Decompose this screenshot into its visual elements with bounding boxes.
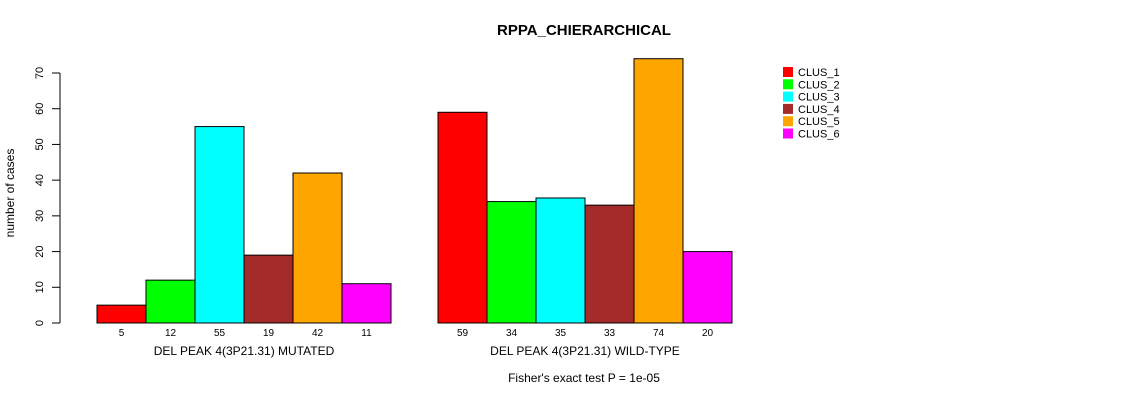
y-axis-ticks: 0 10 20 30 40 50 60 70 bbox=[34, 67, 60, 326]
group-label: DEL PEAK 4(3P21.31) MUTATED bbox=[154, 344, 335, 358]
y-tick-label: 70 bbox=[34, 67, 46, 79]
group-label: DEL PEAK 4(3P21.31) WILD-TYPE bbox=[490, 344, 680, 358]
y-tick-label: 20 bbox=[34, 245, 46, 257]
bar-value-label: 33 bbox=[604, 328, 616, 339]
bar-value-label: 59 bbox=[457, 328, 469, 339]
legend-label: CLUS_2 bbox=[798, 79, 840, 91]
legend-label: CLUS_6 bbox=[798, 129, 840, 141]
legend-swatch bbox=[783, 116, 793, 127]
y-tick-label: 30 bbox=[34, 210, 46, 222]
bar bbox=[243, 254, 294, 324]
bar-value-label: 74 bbox=[653, 328, 665, 339]
bar-group: 5 12 55 19 42 11 DEL PEAK 4(3P21.31) MUTATED bbox=[96, 126, 392, 358]
bar-value-label: 35 bbox=[555, 328, 567, 339]
bar-value-label: 11 bbox=[361, 328, 372, 339]
bar bbox=[341, 283, 392, 324]
bar bbox=[437, 111, 488, 324]
legend-label: CLUS_4 bbox=[798, 104, 840, 116]
bar-groups: 5 12 55 19 42 11 DEL PEAK 4(3P21.31) MUTATED 59… bbox=[96, 58, 733, 358]
bar-value-label: 20 bbox=[702, 328, 714, 339]
y-tick-label: 40 bbox=[34, 174, 46, 186]
bar bbox=[486, 201, 537, 324]
bar bbox=[633, 58, 684, 324]
bar bbox=[682, 251, 733, 324]
legend-swatch bbox=[783, 103, 793, 114]
y-tick-label: 60 bbox=[34, 103, 46, 115]
bar-value-label: 19 bbox=[263, 328, 275, 339]
bar bbox=[292, 172, 343, 324]
bar bbox=[194, 126, 245, 324]
legend-label: CLUS_5 bbox=[798, 116, 840, 128]
y-tick-label: 50 bbox=[34, 138, 46, 150]
legend-swatch bbox=[783, 79, 793, 90]
bar-group: 59 34 35 33 74 20 DEL PEAK 4(3P21.31) WILD-TYP… bbox=[437, 58, 733, 358]
bar-value-label: 42 bbox=[312, 328, 324, 339]
legend-swatch bbox=[783, 67, 793, 77]
fisher-test-note: Fisher's exact test P = 1e-05 bbox=[508, 371, 660, 385]
bar-value-label: 55 bbox=[214, 328, 226, 339]
legend-swatch bbox=[783, 128, 793, 139]
y-tick-label: 10 bbox=[34, 281, 46, 293]
bar bbox=[145, 279, 196, 324]
bar-value-label: 34 bbox=[506, 328, 518, 339]
y-tick-label: 0 bbox=[34, 320, 46, 326]
chart-title: RPPA_CHIERARCHICAL bbox=[497, 22, 671, 39]
bar bbox=[584, 204, 635, 324]
bar bbox=[535, 197, 586, 324]
legend-label: CLUS_1 bbox=[798, 67, 840, 79]
bar-value-label: 5 bbox=[119, 328, 125, 339]
bar-value-label: 12 bbox=[165, 328, 177, 339]
bar bbox=[96, 304, 147, 324]
legend-label: CLUS_3 bbox=[798, 92, 840, 104]
legend-swatch bbox=[783, 91, 793, 102]
y-axis-label: number of cases bbox=[3, 149, 17, 238]
